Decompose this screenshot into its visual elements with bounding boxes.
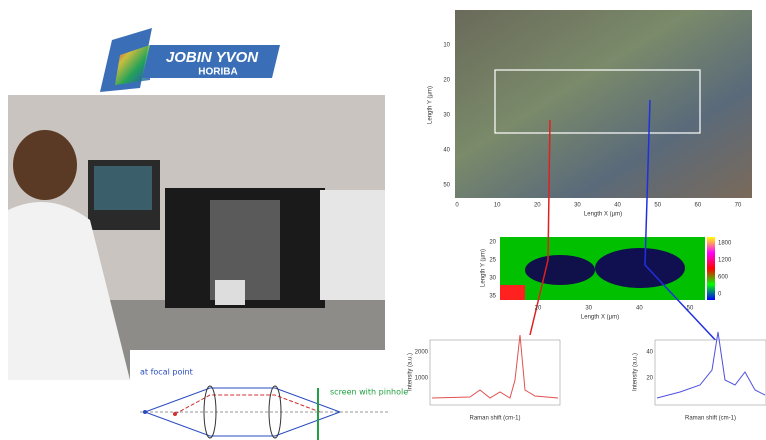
x-tick-label: 50 (687, 306, 694, 312)
x-tick-label: 40 (614, 203, 621, 209)
logo: JOBIN YVON HORIBA (100, 28, 280, 92)
x-axis-label: Raman shift (cm-1) (469, 416, 520, 422)
y-tick-label: 20 (646, 376, 653, 382)
y-tick-label: 50 (443, 183, 450, 189)
y-tick-label: 35 (489, 294, 496, 300)
selection (494, 69, 701, 134)
x-tick-label: 20 (534, 203, 541, 209)
x-tick-label: 30 (585, 306, 592, 312)
y-tick-label: 1000 (415, 376, 429, 382)
x-tick-label: 20 (535, 306, 542, 312)
sub-brand: HORIBA (198, 67, 237, 78)
x-tick-label: 0 (455, 203, 459, 209)
optics-diagram: at focal point screen with pinhole (130, 350, 408, 440)
y-tick-label: 20 (443, 78, 450, 84)
y-tick-label: 30 (489, 276, 496, 282)
x-axis-label: Length X (µm) (581, 315, 619, 321)
x-axis-label: Raman shift (cm-1) (685, 416, 736, 422)
y-tick-label: 10 (443, 43, 450, 49)
y-tick-label: 2000 (415, 350, 429, 356)
colorbar-label: 1200 (718, 258, 732, 264)
colorbar-label: 600 (718, 275, 729, 281)
y-tick-label: 40 (646, 350, 653, 356)
y-axis-label: Intensity (a.u.) (408, 353, 414, 391)
y-axis-label: Length Y (µm) (481, 249, 487, 287)
y-tick-label: 40 (443, 148, 450, 154)
x-tick-label: 70 (735, 203, 742, 209)
x-axis-label: Length X (µm) (584, 212, 622, 218)
colorbar-label: 1800 (718, 241, 732, 247)
brand: JOBIN YVON (166, 49, 259, 66)
y-tick-label: 30 (443, 113, 450, 119)
raman-map (455, 10, 752, 198)
x-tick-label: 10 (494, 203, 501, 209)
lab-photo (8, 95, 385, 380)
x-tick-label: 30 (574, 203, 581, 209)
x-tick-label: 40 (636, 306, 643, 312)
y-tick-label: 25 (489, 258, 496, 264)
pinhole-label: screen with pinhole (330, 388, 408, 397)
colorbar-label: 0 (718, 292, 722, 298)
x-tick-label: 50 (654, 203, 661, 209)
x-tick-label: 60 (695, 203, 702, 209)
focal-label: at focal point (140, 368, 193, 377)
y-tick-label: 20 (489, 240, 496, 246)
y-axis-label: Length Y (µm) (428, 86, 434, 124)
colorbar (707, 237, 715, 300)
y-axis-label: Intensity (a.u.) (633, 353, 639, 391)
